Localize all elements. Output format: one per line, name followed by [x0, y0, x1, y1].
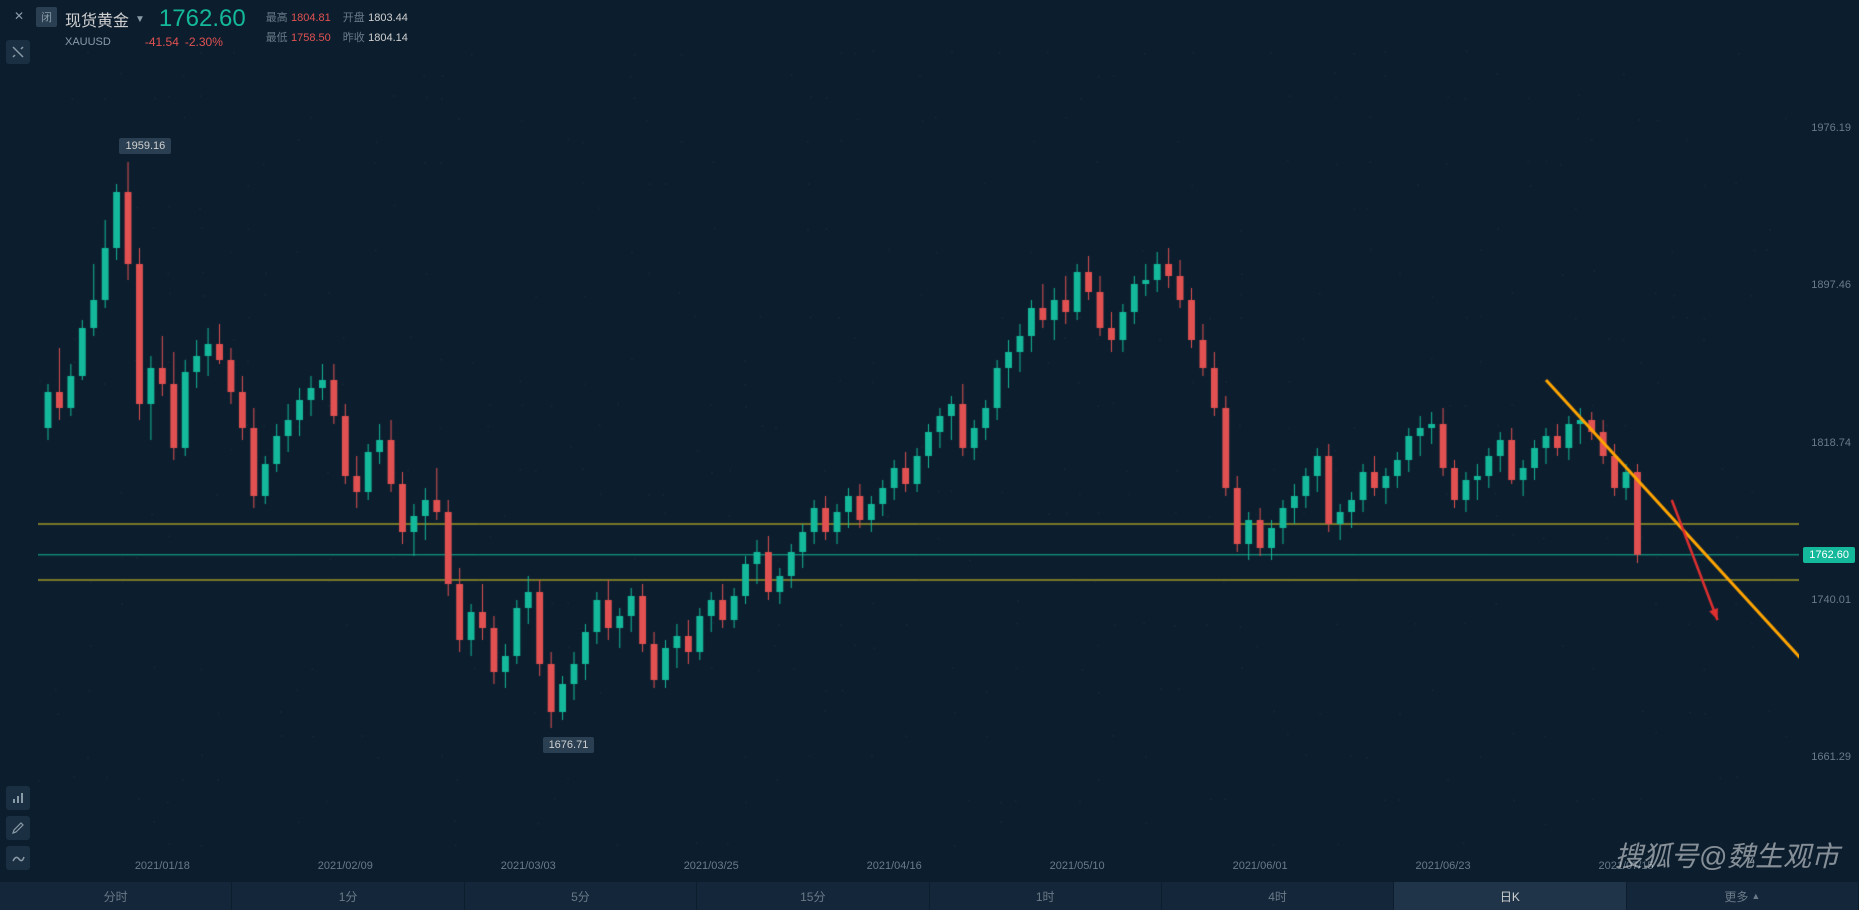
x-tick: 2021/06/01 [1233, 860, 1288, 872]
symbol-name[interactable]: 现货黄金 [65, 7, 129, 31]
x-tick: 2021/03/25 [684, 860, 739, 872]
chart-area[interactable] [38, 50, 1799, 860]
high-value: 1804.81 [291, 12, 331, 24]
x-tick: 2021/01/18 [135, 860, 190, 872]
x-tick: 2021/02/09 [318, 860, 373, 872]
ohlc-stats: 最高 1804.81 开盘 1803.44 最低 1758.50 昨收 1804… [266, 9, 408, 45]
price-change: -41.54 [145, 35, 179, 49]
prev-label: 昨收 [343, 32, 365, 44]
timeframe-日K[interactable]: 日K [1394, 882, 1626, 910]
y-tick: 1976.19 [1811, 122, 1851, 134]
last-price: 1762.60 [159, 5, 246, 33]
pencil-icon[interactable] [6, 816, 30, 840]
close-icon[interactable]: ✕ [10, 7, 28, 25]
chevron-down-icon[interactable]: ▼ [135, 14, 145, 25]
y-tick: 1897.46 [1811, 279, 1851, 291]
x-tick: 2021/05/10 [1050, 860, 1105, 872]
timeframe-分时[interactable]: 分时 [0, 882, 232, 910]
prev-value: 1804.14 [368, 32, 408, 44]
open-label: 开盘 [343, 12, 365, 24]
high-label: 最高 [266, 12, 288, 24]
x-tick: 2021/04/16 [867, 860, 922, 872]
timeframe-bar: 分时1分5分15分1时4时日K更多▲ [0, 882, 1859, 910]
timeframe-15分[interactable]: 15分 [697, 882, 929, 910]
price-annotation: 1676.71 [543, 737, 595, 753]
timeframe-1分[interactable]: 1分 [232, 882, 464, 910]
price-annotation: 1959.16 [119, 138, 171, 154]
status-badge: 闭 [36, 7, 57, 27]
x-axis: 2021/01/18 2021/02/09 2021/03/03 2021/03/25… [38, 860, 1799, 878]
y-tick: 1740.01 [1811, 594, 1851, 606]
timeframe-更多[interactable]: 更多▲ [1627, 882, 1859, 910]
x-tick: 2021/03/03 [501, 860, 556, 872]
timeframe-4时[interactable]: 4时 [1162, 882, 1394, 910]
toolbar-top [6, 40, 30, 64]
low-label: 最低 [266, 32, 288, 44]
toolbar-bottom [6, 786, 30, 870]
y-axis: 1976.19 1897.46 1818.74 1740.01 1661.29 1762.… [1799, 50, 1859, 860]
symbol-block: 现货黄金 ▼ 1762.60 XAUUSD -41.54 -2.30% [65, 5, 246, 49]
ticker-symbol: XAUUSD [65, 36, 111, 48]
price-change-pct: -2.30% [185, 35, 223, 49]
open-value: 1803.44 [368, 12, 408, 24]
timeframe-5分[interactable]: 5分 [465, 882, 697, 910]
timeframe-1时[interactable]: 1时 [930, 882, 1162, 910]
y-tick: 1818.74 [1811, 437, 1851, 449]
crosshair-icon[interactable] [6, 40, 30, 64]
y-tick: 1661.29 [1811, 751, 1851, 763]
x-tick: 2021/06/23 [1416, 860, 1471, 872]
candlestick-canvas [38, 50, 1799, 860]
watermark: 搜狐号@魏生观市 [1615, 835, 1839, 875]
price-tag: 1762.60 [1803, 547, 1855, 563]
settings-icon[interactable] [6, 846, 30, 870]
low-value: 1758.50 [291, 32, 331, 44]
chart-header: ✕ 闭 现货黄金 ▼ 1762.60 XAUUSD -41.54 -2.30% … [0, 0, 1859, 50]
indicator-icon[interactable] [6, 786, 30, 810]
